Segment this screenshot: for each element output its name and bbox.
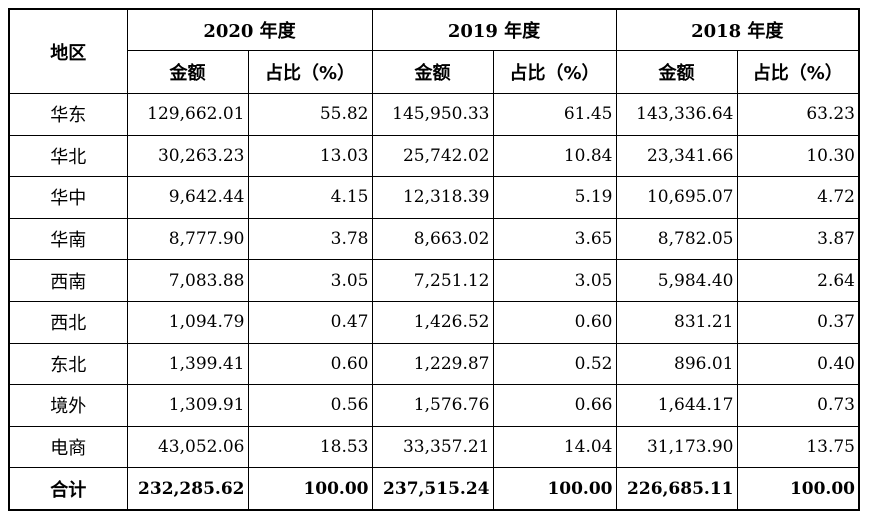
ratio-2018-cell: 0.37 <box>736 300 860 344</box>
table-row: 华中 9,642.44 4.15 12,318.39 5.19 10,695.0… <box>8 176 860 219</box>
amount-2019-cell: 7,251.12 <box>371 259 494 302</box>
amount-2020-cell: 1,399.41 <box>126 342 249 386</box>
amount-2020-cell: 1,094.79 <box>126 300 249 344</box>
ratio-2018-cell: 0.40 <box>736 342 860 386</box>
ratio-2019-cell: 14.04 <box>492 425 617 469</box>
amount-2018-cell: 23,341.66 <box>615 134 738 178</box>
amount-2020-cell: 9,642.44 <box>126 176 249 219</box>
regional-revenue-table: 地区 2020 年度 2019 年度 2018 年度 金额 占比（%） 金额 占… <box>8 8 860 511</box>
total-ratio-2019-cell: 100.00 <box>492 467 617 511</box>
ratio-2020-cell: 0.47 <box>247 300 373 344</box>
amount-2019-cell: 33,357.21 <box>371 425 494 469</box>
ratio-2020-cell: 4.15 <box>247 176 373 219</box>
amount-2019-cell: 12,318.39 <box>371 176 494 219</box>
amount-2020-cell: 7,083.88 <box>126 259 249 302</box>
region-cell: 东北 <box>8 342 128 386</box>
amount-header-2018: 金额 <box>615 50 738 94</box>
total-label-cell: 合计 <box>8 467 128 511</box>
region-cell: 电商 <box>8 425 128 469</box>
region-cell: 华南 <box>8 217 128 261</box>
amount-2018-cell: 10,695.07 <box>615 176 738 219</box>
table-row: 境外 1,309.91 0.56 1,576.76 0.66 1,644.17 … <box>8 384 860 427</box>
total-amount-2020-cell: 232,285.62 <box>126 467 249 511</box>
amount-2020-cell: 30,263.23 <box>126 134 249 178</box>
amount-2019-cell: 25,742.02 <box>371 134 494 178</box>
ratio-2019-cell: 0.66 <box>492 384 617 427</box>
amount-2018-cell: 831.21 <box>615 300 738 344</box>
amount-header-2020: 金额 <box>126 50 249 94</box>
amount-2019-cell: 8,663.02 <box>371 217 494 261</box>
ratio-2018-cell: 3.87 <box>736 217 860 261</box>
regional-revenue-table-container: 地区 2020 年度 2019 年度 2018 年度 金额 占比（%） 金额 占… <box>8 8 860 511</box>
ratio-header-2019: 占比（%） <box>492 50 617 94</box>
header-row-years: 地区 2020 年度 2019 年度 2018 年度 <box>8 8 860 94</box>
ratio-2020-cell: 0.56 <box>247 384 373 427</box>
ratio-header-2020: 占比（%） <box>247 50 373 94</box>
ratio-2019-cell: 0.52 <box>492 342 617 386</box>
ratio-2018-cell: 13.75 <box>736 425 860 469</box>
ratio-2019-cell: 3.65 <box>492 217 617 261</box>
year-header-2018: 2018 年度 <box>615 8 860 51</box>
total-ratio-2020-cell: 100.00 <box>247 467 373 511</box>
year-header-2020: 2020 年度 <box>126 8 373 51</box>
table-row: 华北 30,263.23 13.03 25,742.02 10.84 23,34… <box>8 134 860 178</box>
ratio-2020-cell: 3.78 <box>247 217 373 261</box>
ratio-2020-cell: 0.60 <box>247 342 373 386</box>
region-cell: 华北 <box>8 134 128 178</box>
ratio-2019-cell: 10.84 <box>492 134 617 178</box>
amount-2020-cell: 43,052.06 <box>126 425 249 469</box>
amount-2019-cell: 1,229.87 <box>371 342 494 386</box>
region-cell: 西北 <box>8 300 128 344</box>
ratio-2020-cell: 3.05 <box>247 259 373 302</box>
ratio-2018-cell: 0.73 <box>736 384 860 427</box>
amount-2019-cell: 1,426.52 <box>371 300 494 344</box>
total-amount-2019-cell: 237,515.24 <box>371 467 494 511</box>
amount-2018-cell: 143,336.64 <box>615 93 738 136</box>
amount-2020-cell: 1,309.91 <box>126 384 249 427</box>
table-row: 西南 7,083.88 3.05 7,251.12 3.05 5,984.40 … <box>8 259 860 302</box>
ratio-2019-cell: 0.60 <box>492 300 617 344</box>
ratio-2018-cell: 63.23 <box>736 93 860 136</box>
ratio-2019-cell: 61.45 <box>492 93 617 136</box>
amount-header-2019: 金额 <box>371 50 494 94</box>
ratio-2018-cell: 10.30 <box>736 134 860 178</box>
ratio-header-2018: 占比（%） <box>736 50 860 94</box>
amount-2018-cell: 8,782.05 <box>615 217 738 261</box>
ratio-2020-cell: 18.53 <box>247 425 373 469</box>
ratio-2019-cell: 5.19 <box>492 176 617 219</box>
table-row: 西北 1,094.79 0.47 1,426.52 0.60 831.21 0.… <box>8 300 860 344</box>
ratio-2020-cell: 55.82 <box>247 93 373 136</box>
amount-2019-cell: 1,576.76 <box>371 384 494 427</box>
amount-2018-cell: 1,644.17 <box>615 384 738 427</box>
region-cell: 境外 <box>8 384 128 427</box>
amount-2018-cell: 896.01 <box>615 342 738 386</box>
amount-2019-cell: 145,950.33 <box>371 93 494 136</box>
amount-2018-cell: 31,173.90 <box>615 425 738 469</box>
ratio-2019-cell: 3.05 <box>492 259 617 302</box>
ratio-2018-cell: 2.64 <box>736 259 860 302</box>
amount-2018-cell: 5,984.40 <box>615 259 738 302</box>
amount-2020-cell: 8,777.90 <box>126 217 249 261</box>
table-row: 东北 1,399.41 0.60 1,229.87 0.52 896.01 0.… <box>8 342 860 386</box>
region-cell: 西南 <box>8 259 128 302</box>
total-amount-2018-cell: 226,685.11 <box>615 467 738 511</box>
header-row-columns: 金额 占比（%） 金额 占比（%） 金额 占比（%） <box>9 50 860 94</box>
total-row: 合计 232,285.62 100.00 237,515.24 100.00 2… <box>8 467 860 511</box>
total-ratio-2018-cell: 100.00 <box>736 467 860 511</box>
table-row: 华东 129,662.01 55.82 145,950.33 61.45 143… <box>8 93 860 136</box>
ratio-2020-cell: 13.03 <box>247 134 373 178</box>
table-row: 电商 43,052.06 18.53 33,357.21 14.04 31,17… <box>8 425 860 469</box>
amount-2020-cell: 129,662.01 <box>126 93 249 136</box>
region-header: 地区 <box>8 8 128 94</box>
ratio-2018-cell: 4.72 <box>736 176 860 219</box>
year-header-2019: 2019 年度 <box>371 8 617 51</box>
region-cell: 华东 <box>8 93 128 136</box>
table-row: 华南 8,777.90 3.78 8,663.02 3.65 8,782.05 … <box>8 217 860 261</box>
region-cell: 华中 <box>8 176 128 219</box>
